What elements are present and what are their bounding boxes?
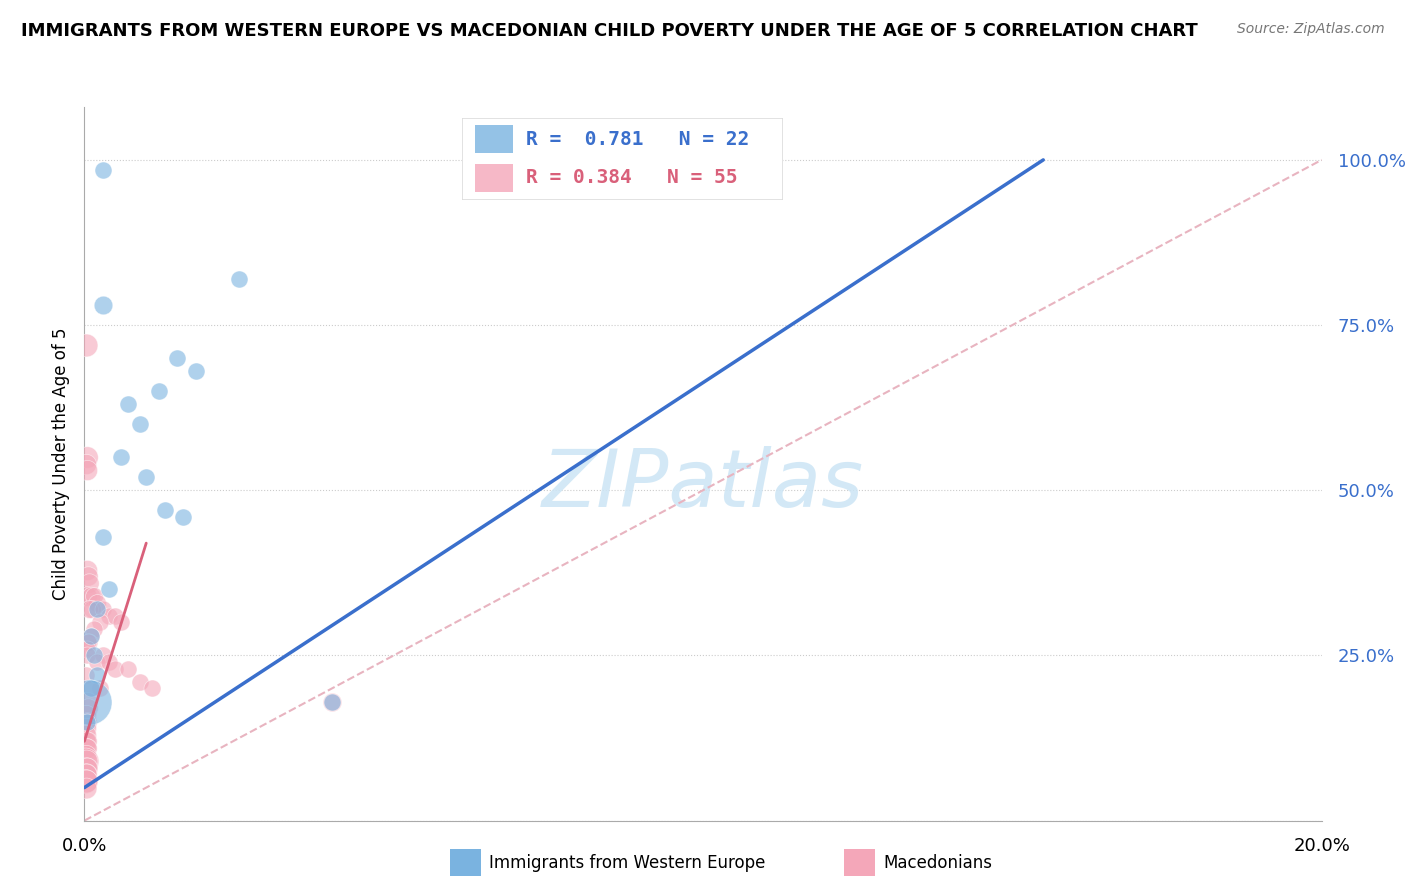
Point	[91, 529, 114, 543]
Text: ZIPatlas: ZIPatlas	[541, 446, 865, 524]
Point	[98, 608, 121, 623]
Point	[104, 662, 127, 676]
Point	[76, 589, 98, 603]
Point	[75, 338, 97, 352]
Point	[75, 707, 97, 722]
Point	[228, 272, 250, 286]
Point	[77, 701, 100, 715]
Point	[75, 774, 97, 789]
Point	[73, 774, 96, 789]
Point	[141, 681, 163, 696]
Point	[75, 741, 97, 756]
Point	[98, 655, 121, 669]
Point	[86, 668, 108, 682]
Point	[76, 648, 98, 663]
Point	[79, 681, 101, 696]
Text: Macedonians: Macedonians	[883, 854, 993, 871]
Point	[76, 741, 98, 756]
Point	[117, 662, 139, 676]
Point	[79, 589, 101, 603]
Point	[75, 754, 97, 768]
Point	[104, 608, 127, 623]
Point	[75, 721, 97, 735]
Point	[110, 450, 132, 465]
Point	[91, 602, 114, 616]
Point	[75, 761, 97, 775]
Point	[184, 364, 207, 378]
Text: Source: ZipAtlas.com: Source: ZipAtlas.com	[1237, 22, 1385, 37]
Point	[76, 714, 98, 729]
Point	[98, 582, 121, 597]
Point	[79, 635, 101, 649]
Point	[75, 747, 97, 762]
Y-axis label: Child Poverty Under the Age of 5: Child Poverty Under the Age of 5	[52, 327, 70, 600]
Point	[117, 397, 139, 411]
Point	[76, 463, 98, 477]
Point	[89, 615, 111, 630]
Point	[86, 602, 108, 616]
Point	[75, 734, 97, 748]
Point	[91, 298, 114, 312]
Point	[79, 602, 101, 616]
Point	[91, 162, 114, 177]
Point	[79, 629, 101, 643]
Point	[73, 754, 96, 768]
Point	[172, 509, 194, 524]
Point	[80, 602, 103, 616]
Point	[166, 351, 188, 365]
Point	[79, 695, 101, 709]
Point	[321, 695, 343, 709]
Point	[129, 674, 152, 689]
Point	[153, 503, 176, 517]
Point	[83, 589, 105, 603]
Text: IMMIGRANTS FROM WESTERN EUROPE VS MACEDONIAN CHILD POVERTY UNDER THE AGE OF 5 CO: IMMIGRANTS FROM WESTERN EUROPE VS MACEDO…	[21, 22, 1198, 40]
Point	[135, 470, 157, 484]
Point	[321, 695, 343, 709]
Point	[83, 622, 105, 636]
Point	[75, 668, 97, 682]
Point	[76, 563, 98, 577]
Point	[77, 575, 100, 590]
Point	[89, 681, 111, 696]
Point	[86, 596, 108, 610]
Point	[75, 767, 97, 781]
Point	[76, 761, 98, 775]
Point	[86, 655, 108, 669]
Point	[76, 450, 98, 465]
Point	[148, 384, 170, 399]
Point	[75, 457, 97, 471]
Point	[77, 569, 100, 583]
Point	[83, 648, 105, 663]
Point	[77, 635, 100, 649]
Point	[75, 767, 97, 781]
Point	[76, 641, 98, 656]
Point	[76, 695, 98, 709]
Point	[76, 714, 98, 729]
Point	[75, 780, 97, 795]
Point	[91, 648, 114, 663]
Point	[75, 728, 97, 742]
Point	[110, 615, 132, 630]
Text: Immigrants from Western Europe: Immigrants from Western Europe	[489, 854, 766, 871]
Point	[79, 629, 101, 643]
Point	[76, 734, 98, 748]
Point	[129, 417, 152, 432]
Point	[79, 681, 101, 696]
